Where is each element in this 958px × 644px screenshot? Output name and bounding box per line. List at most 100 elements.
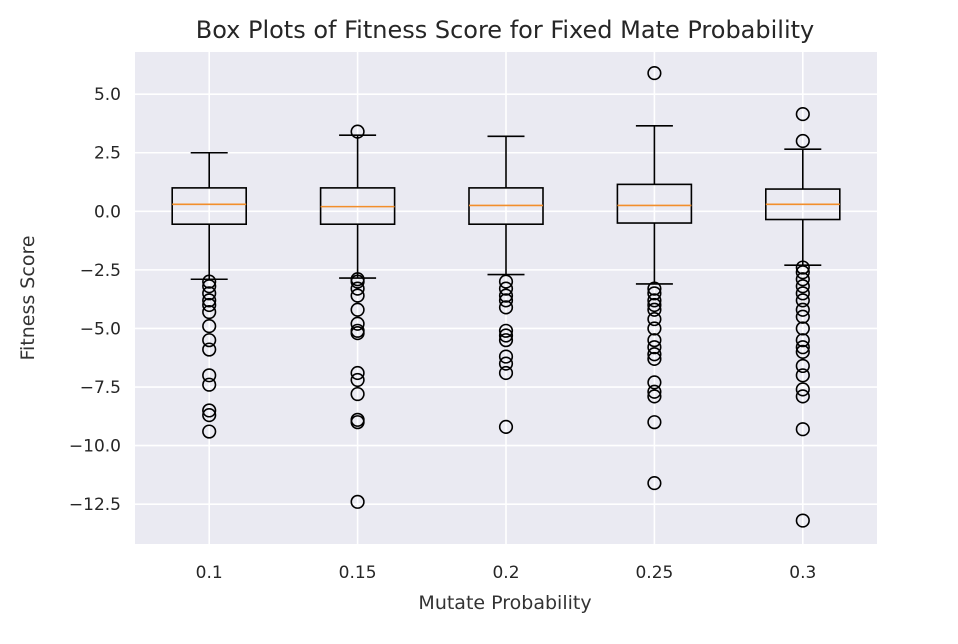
y-tick-label: 2.5 (94, 144, 121, 164)
outlier-point (795, 286, 810, 301)
outlier-point (202, 297, 217, 313)
y-tick-label: 5.0 (94, 85, 121, 105)
outlier-point (202, 424, 217, 439)
outlier-point (498, 333, 514, 348)
outlier-point (647, 351, 662, 367)
y-tick-label: 0.0 (94, 202, 121, 222)
outlier-point (202, 377, 217, 392)
outlier-point (795, 272, 810, 287)
outlier-point (202, 274, 217, 289)
outlier-point (795, 106, 810, 122)
outlier-point (498, 365, 514, 381)
outlier-point (498, 349, 514, 364)
outlier-point (647, 286, 662, 301)
outlier-point (795, 333, 810, 348)
outlier-point (795, 133, 810, 149)
y-tick-label: −12.5 (69, 495, 121, 515)
outlier-point (498, 293, 514, 308)
y-axis-label: Fitness Score (17, 235, 39, 360)
box-plot-0.15 (319, 124, 396, 509)
outlier-point (795, 422, 810, 437)
y-tick-label: −10.0 (69, 437, 121, 457)
outlier-point (647, 347, 662, 362)
outlier-point (647, 311, 662, 327)
outlier-point (350, 386, 365, 402)
outlier-point (350, 281, 365, 296)
outlier-point (795, 279, 810, 294)
iqr-box (616, 183, 693, 224)
outlier-point (202, 319, 217, 334)
outlier-point (498, 328, 514, 343)
outlier-point (647, 321, 662, 336)
outlier-point (647, 475, 662, 491)
outlier-point (350, 302, 365, 317)
y-tick-label: −2.5 (80, 261, 121, 281)
outlier-point (350, 316, 365, 331)
x-axis-label: Mutate Probability (418, 592, 591, 614)
outlier-point (795, 344, 810, 359)
outlier-point (202, 408, 217, 423)
outlier-point (647, 293, 662, 308)
outlier-point (350, 124, 365, 139)
outlier-point (795, 293, 810, 308)
outlier-point (795, 302, 810, 317)
outlier-point (498, 274, 514, 289)
outlier-point (202, 286, 217, 301)
box-plot-0.3 (764, 106, 841, 528)
outlier-point (498, 323, 514, 338)
x-tick-label: 0.1 (196, 563, 223, 583)
outlier-point (350, 494, 365, 509)
chart-title: Box Plots of Fitness Score for Fixed Mat… (196, 16, 815, 44)
outlier-point (350, 415, 365, 430)
y-tick-label: −5.0 (80, 319, 121, 339)
outlier-point (795, 309, 810, 324)
outlier-point (498, 288, 514, 303)
outlier-point (795, 340, 810, 355)
x-tick-label: 0.15 (339, 563, 377, 583)
outlier-point (795, 265, 810, 280)
outlier-point (350, 365, 365, 381)
y-axis-ticks: 5.0 2.5 0.0 −2.5 −5.0 −7.5 −10.0 −12.5 (69, 85, 121, 515)
outlier-point (350, 288, 365, 303)
x-axis-ticks: 0.1 0.15 0.2 0.25 0.3 (196, 563, 817, 583)
outlier-point (795, 368, 810, 383)
box-plots (171, 65, 841, 528)
outlier-point (202, 368, 217, 383)
outlier-point (647, 375, 662, 390)
outlier-point (202, 304, 217, 320)
x-tick-label: 0.3 (789, 563, 816, 583)
outlier-point (498, 419, 514, 434)
outlier-point (647, 281, 662, 296)
outlier-point (498, 300, 514, 315)
outlier-point (202, 293, 217, 308)
outlier-point (647, 302, 662, 317)
iqr-box (171, 187, 247, 225)
outlier-point (202, 342, 217, 357)
outlier-point (647, 297, 662, 313)
outlier-point (350, 372, 365, 388)
x-tick-label: 0.2 (492, 563, 519, 583)
outlier-point (795, 260, 810, 275)
outlier-point (202, 279, 217, 294)
outlier-point (647, 384, 662, 399)
box-plot-0.1 (171, 151, 247, 439)
outlier-point (202, 403, 217, 418)
outlier-point (498, 281, 514, 296)
outlier-point (795, 321, 810, 336)
outlier-point (795, 513, 810, 528)
outlier-point (647, 333, 662, 348)
outlier-point (202, 333, 217, 348)
outlier-point (647, 340, 662, 355)
outlier-point (795, 358, 810, 374)
box-plot-0.25 (616, 65, 693, 491)
x-tick-label: 0.25 (635, 563, 673, 583)
outlier-point (350, 326, 365, 341)
outlier-point (498, 356, 514, 371)
box-plot-0.2 (468, 135, 544, 434)
outlier-point (647, 65, 662, 81)
outlier-point (795, 389, 810, 404)
outlier-point (647, 415, 662, 430)
outlier-point (795, 382, 810, 397)
y-tick-label: −7.5 (80, 378, 121, 398)
